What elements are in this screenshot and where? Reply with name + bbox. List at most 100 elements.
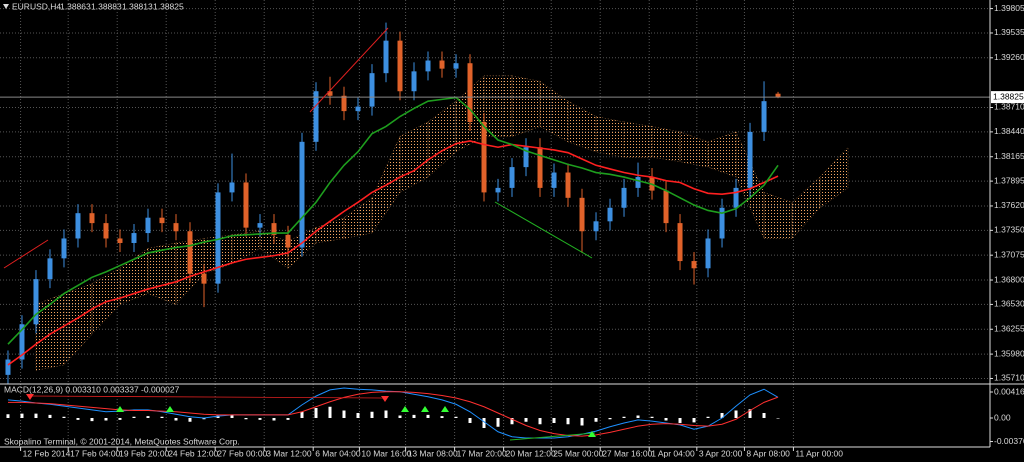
candle-body: [761, 101, 767, 132]
cloud-segment: [651, 126, 681, 162]
histogram-bar: [76, 418, 80, 420]
indicator-title: MACD(12,26,9) 0.003310 0.003337 -0.00002…: [4, 384, 180, 394]
histogram-bar: [104, 418, 108, 421]
cloud-segment: [791, 176, 821, 239]
histogram-bar: [608, 418, 612, 420]
candle-body: [481, 121, 487, 193]
x-tick-label: 27 Feb 00:00: [217, 448, 267, 458]
histogram-bar: [272, 418, 276, 421]
menu-icon[interactable]: [3, 4, 9, 9]
candle-body: [467, 63, 473, 122]
cloud-segment: [539, 80, 569, 143]
buy-arrow: [401, 406, 409, 412]
candle-body: [215, 192, 221, 284]
candle-body: [369, 73, 375, 107]
x-tick-label: 13 Mar 08:00: [408, 448, 458, 458]
histogram-bar: [90, 418, 94, 422]
x-tick-label: 1 Apr 04:00: [651, 448, 695, 458]
candle-body: [425, 60, 431, 72]
candle-body: [19, 324, 25, 360]
cloud-segment: [35, 293, 65, 371]
trend-line: [29, 395, 386, 399]
cloud-segment: [119, 248, 149, 305]
x-tick-label: 17 Mar 20:00: [457, 448, 507, 458]
y-tick-label: 1.38710: [994, 102, 1024, 112]
histogram-bar: [664, 418, 668, 421]
cloud-segment: [763, 192, 793, 239]
candle-body: [635, 177, 641, 188]
trend-line: [494, 201, 593, 259]
cloud-segment: [259, 230, 289, 269]
histogram-bar: [384, 410, 388, 418]
candle-body: [33, 279, 39, 325]
candle-body: [551, 172, 557, 188]
candle-body: [607, 207, 613, 222]
ohlc-close: 1.38825: [153, 1, 184, 11]
trend-line: [3, 239, 49, 269]
histogram-bar: [468, 418, 472, 423]
x-tick-label: 20 Mar 12:00: [506, 448, 556, 458]
histogram-bar: [650, 416, 654, 418]
candle-body: [509, 167, 515, 188]
histogram-bar: [132, 416, 136, 418]
x-tick-label: 19 Feb 20:00: [119, 448, 169, 458]
histogram-bar: [748, 409, 752, 418]
histogram-bar: [230, 414, 234, 418]
histogram-bar: [202, 418, 206, 420]
histogram-bar: [356, 413, 360, 418]
histogram-bar: [692, 418, 696, 423]
histogram-bar: [216, 415, 220, 418]
current-price-box: [991, 91, 1024, 104]
sell-arrow: [26, 394, 34, 400]
cloud-segment: [427, 100, 457, 178]
candle-body: [719, 207, 725, 239]
signal-arrows: [116, 406, 596, 437]
cloud-segment: [679, 131, 709, 168]
histogram-bar: [594, 418, 598, 422]
y-tick-label: 1.35980: [994, 348, 1024, 358]
candle-body: [537, 147, 543, 188]
y-tick-label: 0.00416: [994, 386, 1024, 396]
histogram-bar: [118, 418, 122, 420]
cloud-segment: [567, 100, 597, 153]
histogram-bar: [146, 416, 150, 418]
candle-body: [621, 187, 627, 208]
histogram-bar: [622, 416, 626, 418]
cloud-segment: [483, 75, 513, 137]
candle-body: [677, 223, 683, 262]
histogram-bar: [244, 418, 248, 420]
candle-body: [159, 217, 165, 224]
histogram-bar: [20, 413, 24, 418]
candle-body: [173, 223, 179, 232]
cloud-segment: [511, 75, 541, 137]
candle-body: [61, 238, 67, 259]
y-tick-label: 1.37350: [994, 225, 1024, 235]
candle-body: [523, 147, 529, 168]
histogram-bar: [482, 418, 486, 428]
plot-layer: [0, 0, 990, 447]
candle-body: [565, 172, 571, 198]
y-tick-label: 1.39535: [994, 27, 1024, 37]
histogram-bar: [34, 413, 38, 418]
candle-body: [103, 223, 109, 239]
candle-body: [243, 182, 249, 228]
footer: Skopalino Terminal, © 2001-2014, MetaQuo…: [4, 436, 240, 446]
buy-arrow: [116, 406, 124, 412]
cloud-segment: [819, 146, 849, 209]
candle-body: [299, 141, 305, 248]
histogram-bar: [62, 416, 66, 418]
candle-body: [579, 197, 585, 232]
y-tick-label: 1.38440: [994, 126, 1024, 136]
histogram-bar: [440, 416, 444, 418]
current-price-label: 1.38825: [993, 91, 1024, 101]
x-tick-label: 25 Mar 00:00: [553, 448, 603, 458]
histogram-bar: [286, 418, 290, 420]
x-tick-label: 3 Mar 12:00: [266, 448, 312, 458]
histogram-bar: [566, 418, 570, 425]
indicator-line: [7, 391, 779, 437]
candle-body: [313, 91, 319, 142]
candle-body: [47, 258, 53, 280]
candle-body: [663, 190, 669, 224]
histogram-bar: [538, 418, 542, 425]
